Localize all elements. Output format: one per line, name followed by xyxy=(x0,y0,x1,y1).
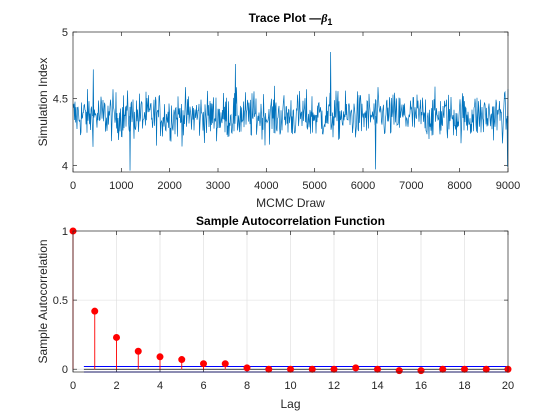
acf-title: Sample Autocorrelation Function xyxy=(196,214,385,228)
acf-y-label: Sample Autocorrelation xyxy=(36,239,50,363)
trace-plot-axes: Trace Plot —β1 0 1000 2000 3000 4000 5000 6000… xyxy=(36,11,520,210)
acf-x-tick-label: 4 xyxy=(157,380,163,392)
trace-x-tick-label: 3000 xyxy=(206,180,230,192)
trace-x-tick-label: 7000 xyxy=(399,180,423,192)
acf-x-tick-label: 0 xyxy=(70,380,76,392)
trace-x-tick-label: 6000 xyxy=(351,180,375,192)
acf-x-tick-label: 2 xyxy=(113,380,119,392)
trace-x-tick-label: 1000 xyxy=(109,180,133,192)
acf-x-label: Lag xyxy=(280,397,300,411)
acf-x-tick-label: 6 xyxy=(200,380,206,392)
acf-axes: Sample Autocorrelation Function 0 2 4 6 8 10 1… xyxy=(36,214,514,411)
acf-point xyxy=(178,356,186,364)
acf-point xyxy=(265,365,273,373)
trace-plot-title-subscript: 1 xyxy=(327,17,332,27)
acf-x-tick-label: 14 xyxy=(371,380,383,392)
acf-x-tick-label: 18 xyxy=(458,380,470,392)
trace-plot-y-label: Simulation Index xyxy=(36,58,50,147)
acf-x-tick-label: 10 xyxy=(284,380,296,392)
trace-plot-ticks: 0 1000 2000 3000 4000 5000 6000 7000 8000 9000 4 4.… xyxy=(53,27,521,192)
acf-point xyxy=(461,365,468,373)
trace-x-tick-label: 9000 xyxy=(496,180,520,192)
acf-frame xyxy=(72,230,509,373)
acf-point xyxy=(374,365,381,373)
acf-point xyxy=(482,365,490,373)
acf-y-tick-label: 0 xyxy=(62,364,68,376)
trace-y-tick-label: 5 xyxy=(62,27,68,39)
acf-point xyxy=(439,365,447,373)
trace-y-tick-label: 4 xyxy=(62,160,68,172)
trace-plot-title: Trace Plot —β1 xyxy=(249,11,333,27)
acf-point xyxy=(113,333,120,341)
acf-point xyxy=(308,365,316,373)
acf-point xyxy=(417,367,425,375)
trace-x-tick-label: 5000 xyxy=(302,180,326,192)
acf-point xyxy=(156,353,164,361)
acf-x-tick-label: 20 xyxy=(502,380,514,392)
acf-ticks: 0 2 4 6 8 10 12 14 16 18 20 0 0.5 1 xyxy=(53,226,514,392)
trace-x-tick-label: 2000 xyxy=(157,180,181,192)
trace-series-line xyxy=(72,51,509,171)
acf-point xyxy=(91,307,99,315)
trace-plot-x-label: MCMC Draw xyxy=(256,196,325,210)
acf-y-tick-label: 1 xyxy=(62,226,68,238)
acf-point xyxy=(287,365,294,373)
acf-point xyxy=(134,347,142,355)
acf-point xyxy=(200,360,207,368)
trace-x-tick-label: 4000 xyxy=(254,180,278,192)
acf-point xyxy=(352,364,360,372)
acf-x-tick-label: 8 xyxy=(244,380,250,392)
acf-y-tick-label: 0.5 xyxy=(53,295,68,307)
trace-plot-background xyxy=(73,32,508,172)
trace-y-tick-label: 4.5 xyxy=(53,94,68,106)
acf-point xyxy=(221,360,229,368)
acf-point xyxy=(243,364,251,372)
trace-plot-title-text: Trace Plot — xyxy=(249,11,322,25)
acf-x-tick-label: 16 xyxy=(415,380,427,392)
acf-point xyxy=(330,365,338,373)
acf-point xyxy=(395,367,403,375)
acf-x-tick-label: 12 xyxy=(328,380,340,392)
trace-x-tick-label: 0 xyxy=(70,180,76,192)
trace-plot-frame xyxy=(72,31,509,173)
trace-plot-title-symbol: β xyxy=(320,11,328,25)
trace-x-tick-label: 8000 xyxy=(447,180,471,192)
